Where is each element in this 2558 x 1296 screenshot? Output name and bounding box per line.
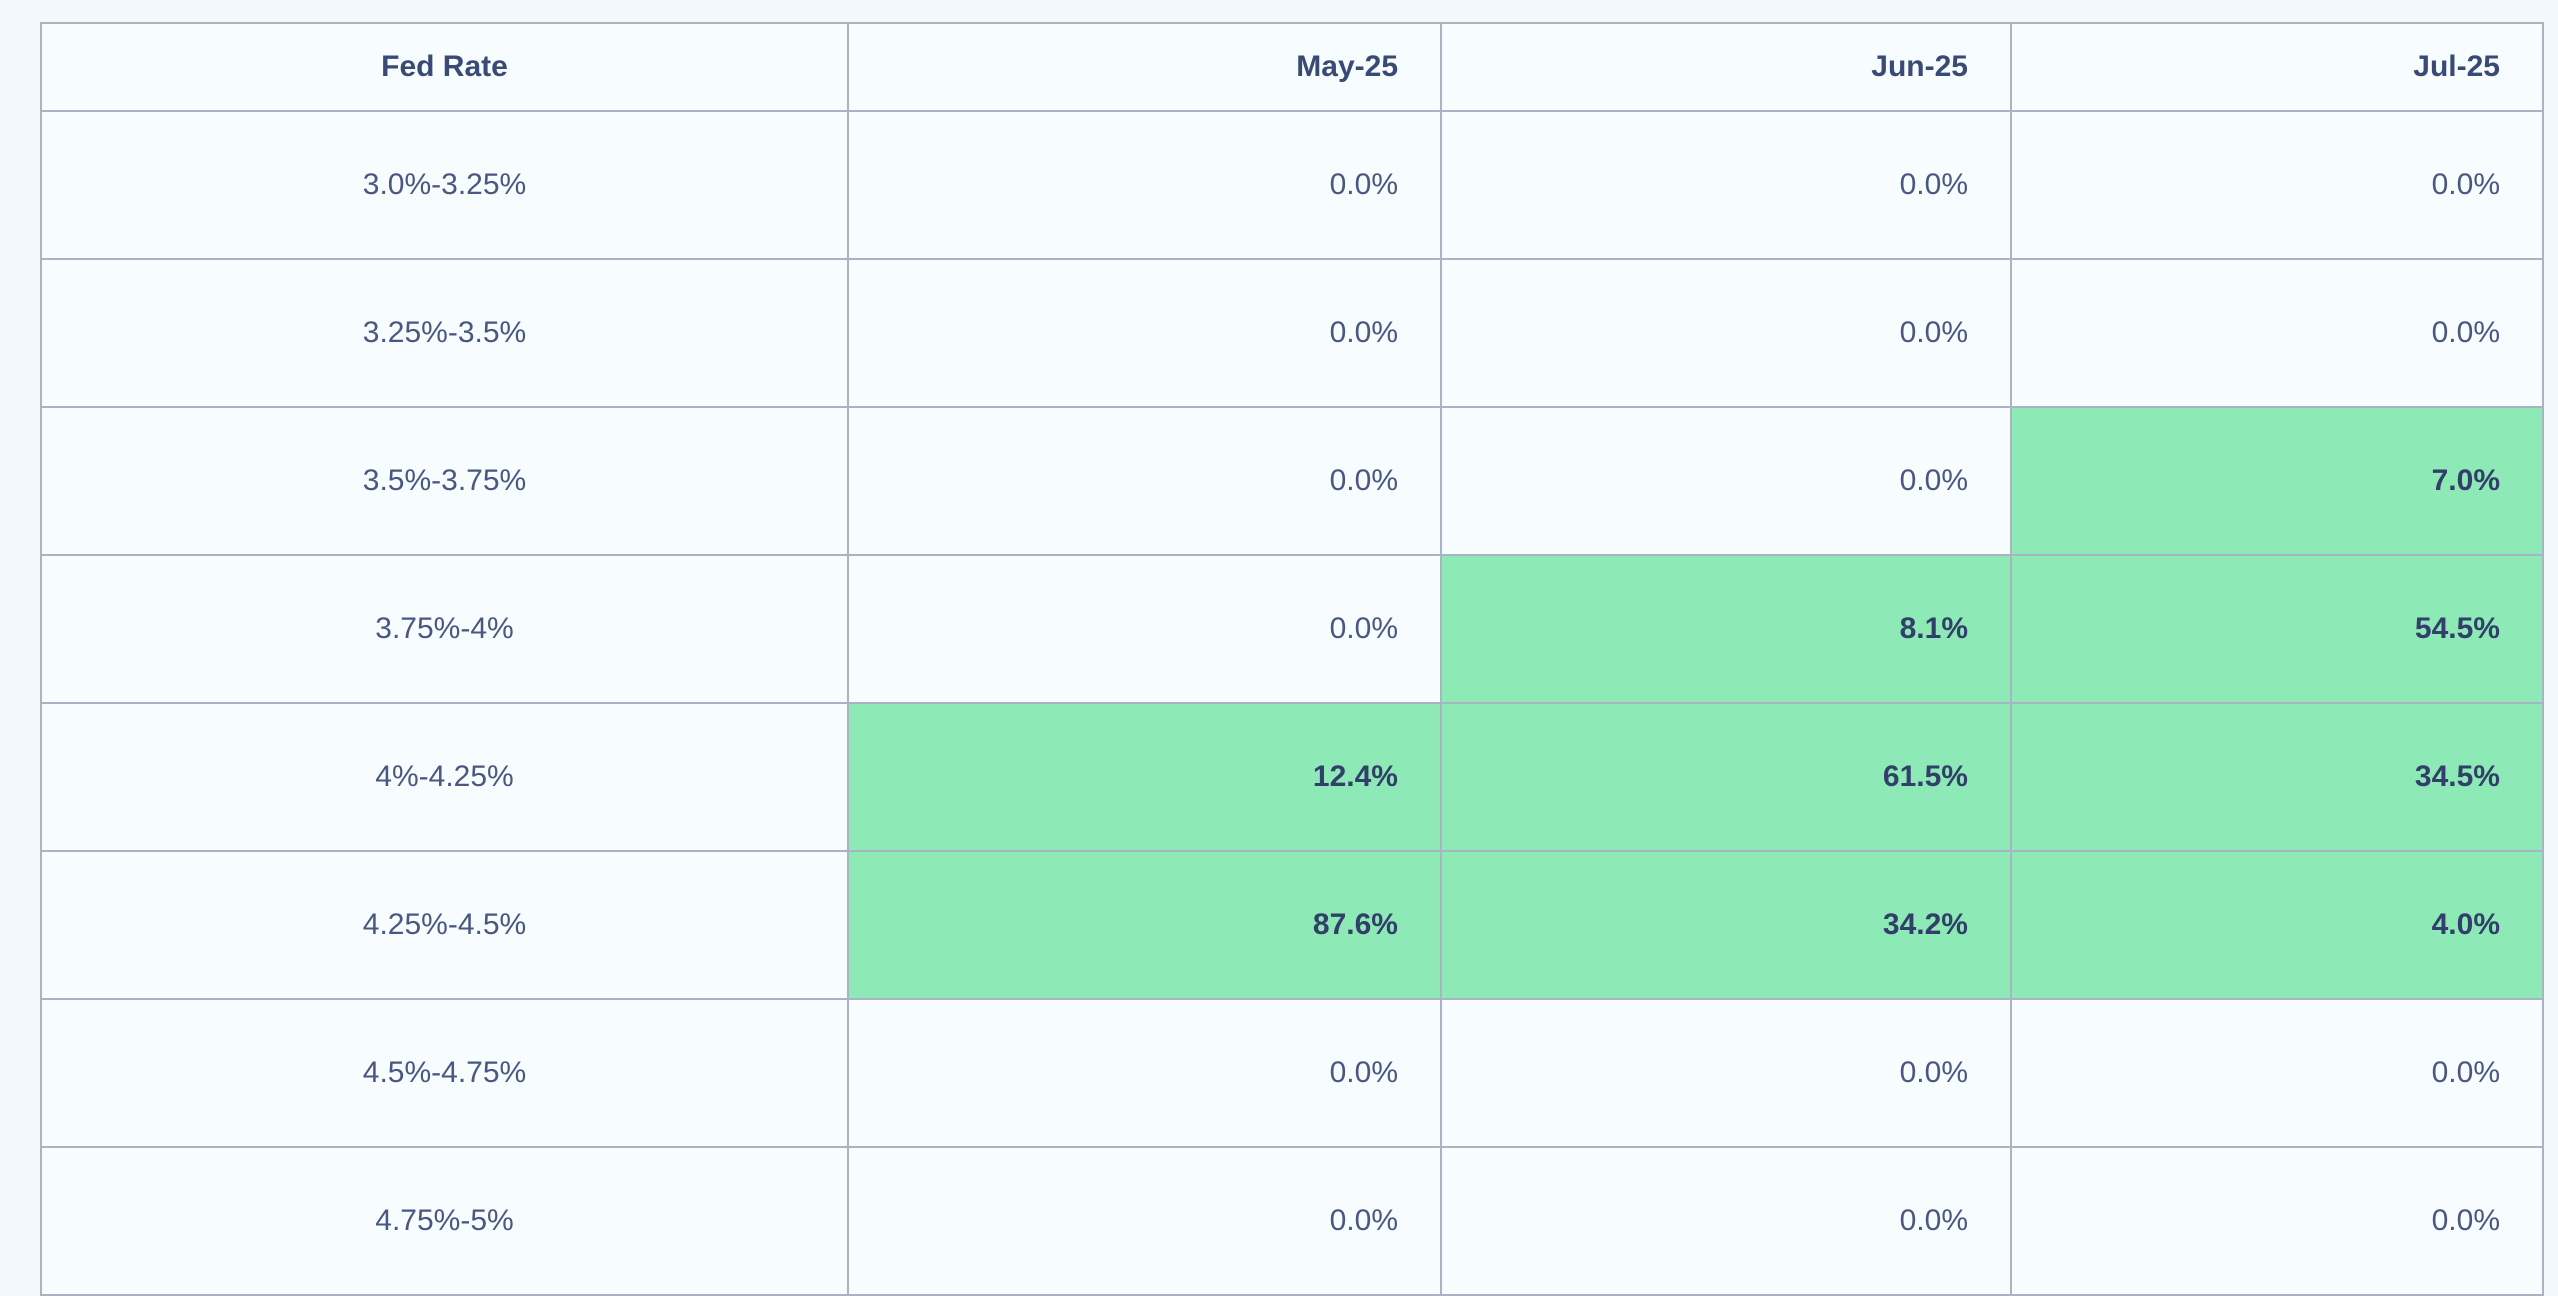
fed-rate-probability-table-container: Fed Rate May-25 Jun-25 Jul-25 3.0%-3.25%… xyxy=(40,22,2544,1296)
probability-cell: 7.0% xyxy=(2010,406,2544,556)
probability-cell: 87.6% xyxy=(847,850,1442,1000)
probability-cell: 8.1% xyxy=(1440,554,2012,704)
probability-cell: 34.2% xyxy=(1440,850,2012,1000)
fed-rate-probability-table: Fed Rate May-25 Jun-25 Jul-25 3.0%-3.25%… xyxy=(40,22,2544,1296)
probability-cell: 4.0% xyxy=(2010,850,2544,1000)
column-header-jul-25: Jul-25 xyxy=(2010,22,2544,112)
probability-cell: 0.0% xyxy=(2010,1146,2544,1296)
probability-cell: 54.5% xyxy=(2010,554,2544,704)
probability-cell: 0.0% xyxy=(847,406,1442,556)
probability-cell: 0.0% xyxy=(1440,998,2012,1148)
column-header-fed-rate: Fed Rate xyxy=(40,22,849,112)
probability-cell: 0.0% xyxy=(847,998,1442,1148)
table-row: 4.75%-5% 0.0% 0.0% 0.0% xyxy=(40,1146,2544,1296)
probability-cell: 0.0% xyxy=(1440,406,2012,556)
rate-range-cell: 3.25%-3.5% xyxy=(40,258,849,408)
table-row: 4.25%-4.5% 87.6% 34.2% 4.0% xyxy=(40,850,2544,1000)
column-header-jun-25: Jun-25 xyxy=(1440,22,2012,112)
header-row: Fed Rate May-25 Jun-25 Jul-25 xyxy=(40,22,2544,112)
probability-cell: 0.0% xyxy=(2010,258,2544,408)
probability-cell: 0.0% xyxy=(847,258,1442,408)
rate-range-cell: 4.5%-4.75% xyxy=(40,998,849,1148)
probability-cell: 0.0% xyxy=(1440,1146,2012,1296)
table-row: 3.25%-3.5% 0.0% 0.0% 0.0% xyxy=(40,258,2544,408)
rate-range-cell: 3.0%-3.25% xyxy=(40,110,849,260)
probability-cell: 0.0% xyxy=(847,554,1442,704)
probability-cell: 34.5% xyxy=(2010,702,2544,852)
rate-range-cell: 4.75%-5% xyxy=(40,1146,849,1296)
rate-range-cell: 3.5%-3.75% xyxy=(40,406,849,556)
rate-range-cell: 4%-4.25% xyxy=(40,702,849,852)
table-row: 3.0%-3.25% 0.0% 0.0% 0.0% xyxy=(40,110,2544,260)
rate-range-cell: 3.75%-4% xyxy=(40,554,849,704)
probability-cell: 0.0% xyxy=(2010,998,2544,1148)
probability-cell: 0.0% xyxy=(2010,110,2544,260)
probability-cell: 0.0% xyxy=(847,1146,1442,1296)
probability-cell: 0.0% xyxy=(1440,110,2012,260)
table-row: 4%-4.25% 12.4% 61.5% 34.5% xyxy=(40,702,2544,852)
table-row: 3.5%-3.75% 0.0% 0.0% 7.0% xyxy=(40,406,2544,556)
rate-range-cell: 4.25%-4.5% xyxy=(40,850,849,1000)
probability-cell: 0.0% xyxy=(1440,258,2012,408)
column-header-may-25: May-25 xyxy=(847,22,1442,112)
probability-cell: 12.4% xyxy=(847,702,1442,852)
table-row: 4.5%-4.75% 0.0% 0.0% 0.0% xyxy=(40,998,2544,1148)
probability-cell: 61.5% xyxy=(1440,702,2012,852)
probability-cell: 0.0% xyxy=(847,110,1442,260)
table-row: 3.75%-4% 0.0% 8.1% 54.5% xyxy=(40,554,2544,704)
